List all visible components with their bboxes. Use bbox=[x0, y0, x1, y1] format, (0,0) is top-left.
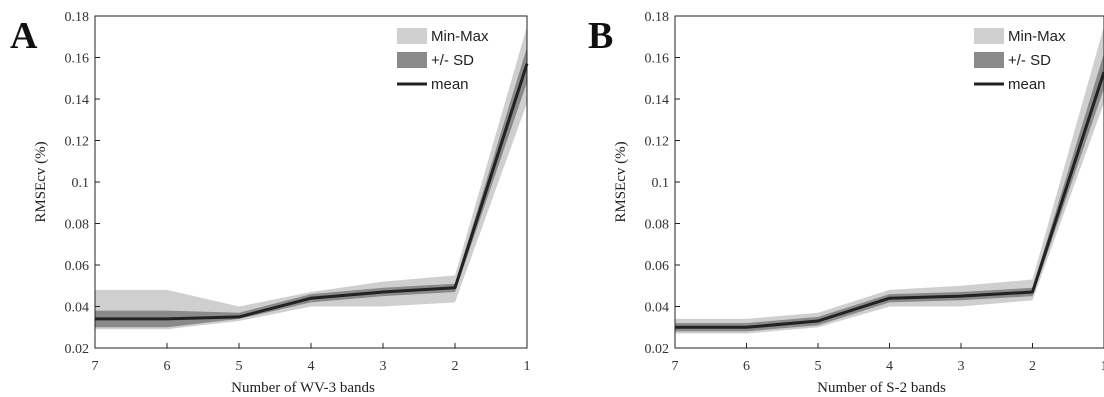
legend-label-mean: mean bbox=[1008, 76, 1046, 93]
mean-line bbox=[675, 71, 1104, 329]
x-axis-label: Number of WV-3 bands bbox=[231, 380, 375, 396]
y-tick-label: 0.18 bbox=[65, 10, 90, 25]
y-tick-label: 0.08 bbox=[65, 218, 90, 233]
mean-line bbox=[95, 63, 529, 321]
legend-swatch-minmax bbox=[974, 28, 1004, 44]
x-tick-label: 7 bbox=[92, 359, 99, 374]
x-tick-label: 2 bbox=[1029, 359, 1036, 374]
legend-swatch-sd bbox=[397, 52, 427, 68]
y-tick-label: 0.02 bbox=[645, 342, 670, 357]
y-tick-label: 0.12 bbox=[645, 135, 670, 150]
x-tick-label: 2 bbox=[452, 359, 459, 374]
sd-band bbox=[675, 53, 1104, 332]
y-tick-label: 0.02 bbox=[65, 342, 90, 357]
y-tick-label: 0.14 bbox=[645, 93, 670, 108]
y-tick-label: 0.18 bbox=[645, 10, 670, 25]
y-tick-label: 0.16 bbox=[645, 52, 670, 67]
x-tick-label: 1 bbox=[524, 359, 531, 374]
y-tick-label: 0.06 bbox=[645, 259, 670, 274]
x-tick-label: 3 bbox=[958, 359, 965, 374]
y-tick-label: 0.04 bbox=[65, 301, 90, 316]
legend-label-mean: mean bbox=[431, 76, 469, 93]
y-tick-label: 0.1 bbox=[652, 176, 670, 191]
y-tick-label: 0.06 bbox=[65, 259, 90, 274]
x-tick-label: 6 bbox=[164, 359, 171, 374]
x-tick-label: 4 bbox=[886, 359, 893, 374]
y-tick-label: 0.08 bbox=[645, 218, 670, 233]
chart-panel-a: A 0.02 0.04 0.06 0.08 0.1 0.12 0.14 0.16 0.18 7 6 5 4… bbox=[10, 10, 531, 396]
x-tick-label: 1 bbox=[1101, 359, 1104, 374]
x-tick-label: 6 bbox=[743, 359, 750, 374]
chart-panel-b: B 0.02 0.04 0.06 0.08 0.1 0.12 0.14 0.16 0.18 7 6 5 4… bbox=[588, 10, 1104, 396]
legend-label-sd: +/- SD bbox=[1008, 52, 1051, 69]
minmax-band bbox=[675, 26, 1104, 334]
legend-swatch-minmax bbox=[397, 28, 427, 44]
x-tick-label: 5 bbox=[815, 359, 822, 374]
y-tick-label: 0.1 bbox=[72, 176, 90, 191]
panel-letter: B bbox=[588, 15, 613, 57]
x-tick-label: 4 bbox=[308, 359, 315, 374]
y-axis-label: RMSEcv (%) bbox=[613, 141, 629, 222]
panel-letter: A bbox=[10, 15, 38, 57]
legend-label-minmax: Min-Max bbox=[1008, 28, 1066, 45]
minmax-band bbox=[95, 26, 527, 330]
x-tick-label: 3 bbox=[380, 359, 387, 374]
y-tick-label: 0.14 bbox=[65, 93, 90, 108]
legend-label-minmax: Min-Max bbox=[431, 28, 489, 45]
legend-label-sd: +/- SD bbox=[431, 52, 474, 69]
y-axis-label: RMSEcv (%) bbox=[33, 141, 49, 222]
x-axis-label: Number of S-2 bands bbox=[817, 380, 946, 396]
y-tick-label: 0.04 bbox=[645, 301, 670, 316]
y-tick-label: 0.12 bbox=[65, 135, 90, 150]
y-tick-label: 0.16 bbox=[65, 52, 90, 67]
x-tick-label: 7 bbox=[672, 359, 679, 374]
legend-swatch-sd bbox=[974, 52, 1004, 68]
x-tick-label: 5 bbox=[236, 359, 243, 374]
